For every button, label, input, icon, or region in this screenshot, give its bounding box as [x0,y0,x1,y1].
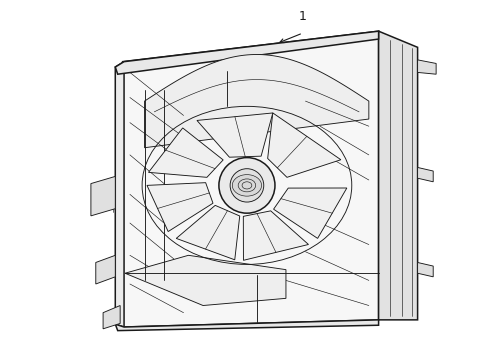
Polygon shape [148,128,223,177]
Polygon shape [417,167,432,182]
Polygon shape [197,113,272,157]
Polygon shape [103,306,120,329]
Polygon shape [96,255,115,284]
Text: 1: 1 [299,10,306,23]
Circle shape [238,179,255,192]
Polygon shape [115,62,124,327]
Polygon shape [267,113,340,177]
Circle shape [242,182,251,189]
Polygon shape [273,188,346,238]
Polygon shape [125,255,285,306]
Polygon shape [91,176,115,216]
Polygon shape [243,211,308,260]
Polygon shape [115,320,378,330]
Polygon shape [378,31,417,320]
Polygon shape [417,60,435,74]
Polygon shape [115,31,378,74]
Ellipse shape [230,169,263,202]
Ellipse shape [219,158,274,213]
Polygon shape [417,262,432,277]
Polygon shape [122,31,378,327]
Polygon shape [144,54,368,148]
Polygon shape [176,205,239,260]
Circle shape [232,175,261,196]
Polygon shape [147,183,213,231]
